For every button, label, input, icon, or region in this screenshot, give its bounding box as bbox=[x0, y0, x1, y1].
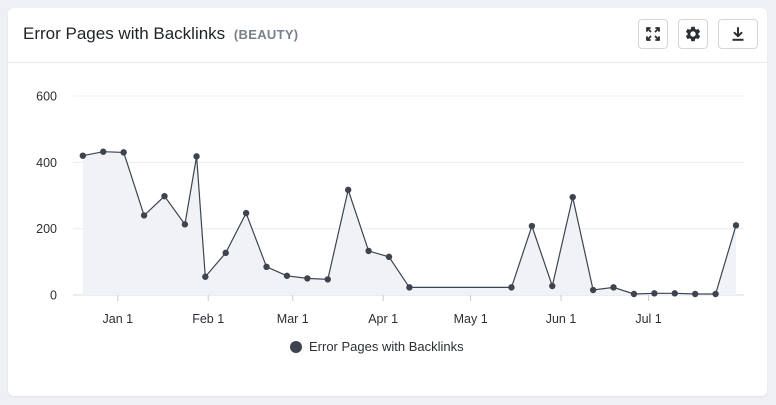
data-point bbox=[193, 153, 200, 160]
y-tick-label: 600 bbox=[36, 90, 57, 104]
series-line bbox=[82, 151, 737, 295]
x-tick-label: Jan 1 bbox=[103, 312, 134, 326]
data-point bbox=[79, 152, 87, 159]
data-point bbox=[263, 263, 270, 271]
expand-button[interactable] bbox=[638, 19, 668, 49]
data-point bbox=[528, 222, 536, 230]
x-tick-label: Jun 1 bbox=[546, 312, 577, 326]
data-point bbox=[712, 290, 719, 298]
x-tick-label: Apr 1 bbox=[368, 312, 398, 326]
x-tick-label: Mar 1 bbox=[277, 312, 309, 326]
data-point bbox=[365, 247, 372, 255]
data-point bbox=[140, 212, 148, 219]
data-point bbox=[100, 148, 107, 155]
y-tick-label: 200 bbox=[36, 222, 57, 236]
data-point bbox=[691, 290, 699, 298]
legend-label: Error Pages with Backlinks bbox=[309, 339, 464, 354]
settings-button[interactable] bbox=[678, 19, 708, 49]
data-point bbox=[569, 193, 576, 201]
legend-marker bbox=[290, 340, 302, 353]
x-tick-label: Jul 1 bbox=[635, 312, 661, 326]
gear-icon bbox=[684, 25, 702, 43]
series-area bbox=[82, 151, 737, 295]
chart-legend[interactable]: Error Pages with Backlinks bbox=[290, 339, 464, 354]
data-point bbox=[161, 192, 168, 200]
data-point bbox=[630, 290, 638, 298]
card-header: Error Pages with Backlinks (BEAUTY) bbox=[8, 8, 767, 63]
download-icon bbox=[730, 26, 746, 42]
x-tick-label: May 1 bbox=[454, 312, 488, 326]
data-point bbox=[181, 221, 189, 228]
data-point bbox=[324, 276, 331, 283]
data-point bbox=[242, 209, 250, 217]
data-point bbox=[549, 282, 556, 290]
data-point bbox=[202, 273, 209, 280]
data-point bbox=[671, 290, 678, 297]
data-point bbox=[610, 284, 617, 291]
y-tick-label: 400 bbox=[36, 156, 57, 170]
expand-icon bbox=[645, 26, 661, 42]
data-point bbox=[732, 222, 740, 229]
data-point bbox=[283, 272, 291, 279]
data-point bbox=[406, 284, 413, 291]
chart-subtitle: (BEAUTY) bbox=[233, 27, 299, 42]
data-point bbox=[120, 149, 127, 156]
x-tick-label: Feb 1 bbox=[192, 312, 224, 326]
data-point bbox=[589, 286, 597, 294]
data-point bbox=[651, 290, 658, 297]
data-point bbox=[344, 186, 352, 194]
data-point bbox=[508, 284, 515, 291]
y-tick-label: 0 bbox=[50, 289, 57, 303]
data-point bbox=[304, 275, 311, 282]
download-button[interactable] bbox=[718, 19, 758, 49]
data-point bbox=[222, 249, 229, 257]
chart-title-text: Error Pages with Backlinks bbox=[23, 24, 226, 43]
data-point bbox=[385, 253, 393, 261]
chart-title: Error Pages with Backlinks (BEAUTY) bbox=[23, 24, 298, 44]
